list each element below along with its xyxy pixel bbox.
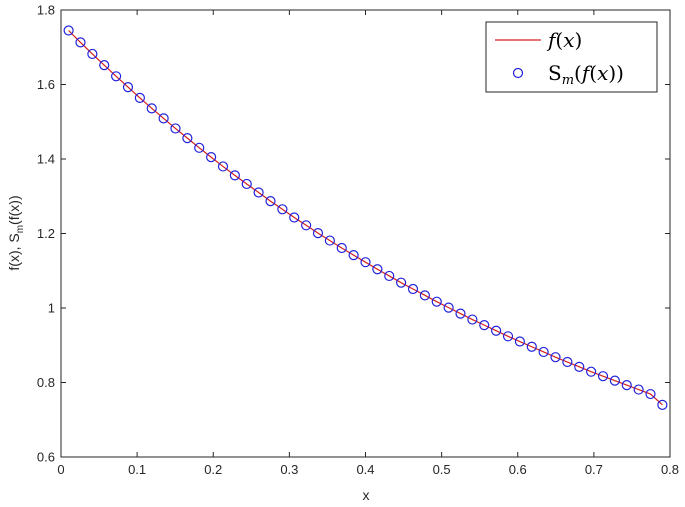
series-marker-sm (396, 277, 407, 288)
legend-marker-swatch (512, 67, 524, 79)
legend-box (485, 21, 658, 93)
series-marker-sm (597, 371, 609, 382)
legend-label-f: f(x) (546, 28, 582, 52)
series-marker-sm (158, 113, 169, 124)
series-marker-sm (99, 60, 110, 71)
data-layer (63, 25, 668, 410)
series-marker-sm (336, 242, 347, 254)
series-marker-sm (384, 270, 395, 282)
series-marker-sm (122, 82, 134, 93)
series-marker-sm (134, 92, 145, 104)
series-marker-sm (360, 257, 371, 268)
series-marker-sm (514, 336, 525, 347)
series-marker-sm (479, 320, 490, 331)
y-axis-label: f(x), Sm(f(x)) (6, 195, 26, 270)
series-marker-sm (348, 250, 359, 261)
series-marker-sm (111, 71, 122, 82)
series-marker-sm (455, 308, 466, 319)
y-tick-label: 1.4 (37, 152, 55, 167)
x-tick-label: 0.3 (280, 462, 298, 477)
series-marker-sm (253, 187, 264, 198)
series-marker-sm (526, 341, 537, 352)
series-marker-sm (277, 204, 288, 215)
series-marker-sm (467, 314, 478, 325)
y-tick-label: 0.6 (37, 450, 55, 465)
series-marker-sm (87, 48, 98, 60)
series-marker-sm (265, 195, 276, 207)
series-marker-sm (229, 170, 240, 181)
series-marker-sm (241, 178, 252, 190)
series-marker-sm (538, 346, 549, 358)
x-tick-label: 0.7 (585, 462, 603, 477)
x-axis-label: x (363, 487, 370, 503)
series-marker-sm (621, 380, 632, 391)
series-marker-sm (645, 388, 656, 400)
series-marker-sm (146, 103, 157, 114)
x-tick-label: 0.5 (433, 462, 451, 477)
series-marker-sm (301, 220, 312, 231)
legend: f(x) Sm(f(x)) (485, 21, 658, 93)
ticks-layer: 0 0.1 0.2 0.3 0.4 0.5 0.6 0.7 0.8 0.6 0.8 1 1.2 1.4 1.… (37, 3, 679, 478)
series-marker-sm (443, 302, 454, 313)
series-marker-sm (431, 296, 442, 307)
series-marker-sm (419, 290, 430, 301)
series-marker-sm (312, 228, 324, 239)
series-marker-sm (289, 212, 300, 223)
y-tick-label: 1.6 (37, 77, 55, 92)
plot-frame (60, 9, 671, 458)
x-tick-label: 0.2 (204, 462, 222, 477)
series-marker-sm (194, 142, 205, 153)
series-marker-sm (372, 264, 383, 275)
series-marker-sm (491, 325, 502, 336)
x-tick-label: 0.8 (661, 462, 679, 477)
series-marker-sm (562, 356, 573, 368)
series-marker-sm (206, 152, 217, 163)
y-tick-label: 1.8 (37, 3, 55, 18)
series-marker-sm (502, 331, 514, 342)
y-tick-label: 1 (48, 301, 55, 316)
series-marker-sm (217, 161, 229, 172)
series-marker-sm (609, 375, 620, 386)
series-marker-sm (657, 399, 668, 410)
series-marker-sm (63, 25, 74, 36)
series-marker-sm (633, 384, 644, 395)
x-tick-label: 0 (57, 462, 64, 477)
series-marker-sm (182, 133, 193, 144)
x-tick-label: 0.1 (128, 462, 146, 477)
series-marker-sm (574, 361, 585, 372)
series-marker-sm (407, 283, 419, 295)
x-tick-label: 0.6 (509, 462, 527, 477)
x-tick-label: 0.4 (356, 462, 374, 477)
series-marker-sm (586, 366, 597, 377)
legend-label-sm: Sm(f(x)) (548, 61, 624, 88)
series-marker-sm (550, 352, 561, 363)
series-marker-sm (75, 37, 86, 48)
series-marker-sm (170, 123, 181, 134)
y-tick-label: 0.8 (37, 375, 55, 390)
series-marker-sm (324, 235, 335, 246)
y-tick-label: 1.2 (37, 226, 55, 241)
